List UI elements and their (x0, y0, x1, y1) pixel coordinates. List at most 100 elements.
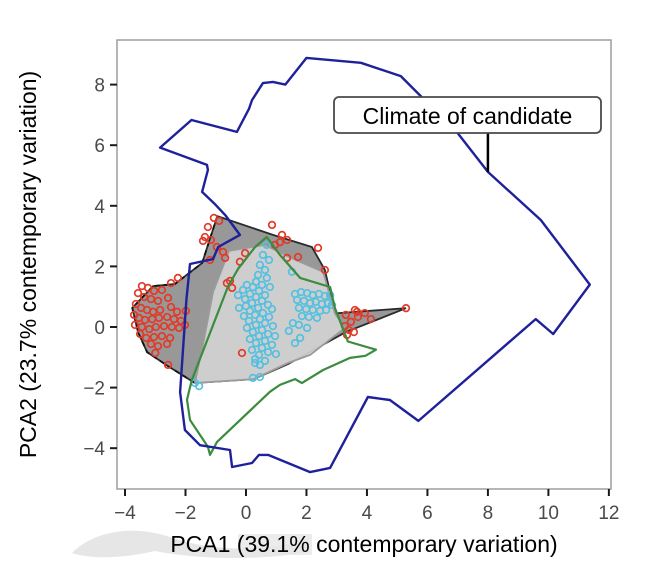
x-tick-label: 4 (362, 503, 373, 524)
red-point-marker (267, 220, 277, 230)
red-point-marker (237, 348, 247, 358)
cyan-point-marker (255, 260, 265, 270)
y-tick-label: −4 (83, 439, 105, 460)
cyan-point-marker (247, 345, 257, 355)
green-hull (185, 235, 378, 456)
red-point-marker (346, 317, 356, 326)
plot-panel-border (116, 39, 612, 490)
red-point-marker (349, 327, 359, 337)
red-point-marker (154, 313, 164, 323)
red-point-marker (206, 235, 216, 245)
cyan-point-marker (294, 303, 304, 313)
cyan-point-marker (248, 373, 258, 383)
red-point-marker (163, 360, 173, 370)
red-point-marker (149, 332, 159, 342)
cyan-point-marker (260, 265, 270, 275)
cyan-point-marker (255, 360, 265, 370)
cyan-point-marker (194, 381, 204, 391)
x-tick-label: −2 (175, 503, 197, 524)
red-point-marker (350, 305, 360, 315)
red-point-marker (320, 265, 330, 275)
red-point-marker (157, 285, 167, 295)
red-point-marker (277, 230, 287, 240)
x-tick-label: 6 (422, 503, 433, 524)
red-point-marker (166, 302, 176, 312)
cyan-point-marker (262, 273, 271, 283)
cyan-point-marker (260, 356, 270, 366)
red-point-marker (149, 286, 159, 296)
y-tick-label: 0 (94, 318, 105, 339)
cyan-point-marker (260, 336, 270, 346)
cyan-point-marker (290, 338, 300, 348)
cyan-point-marker (263, 329, 273, 339)
cyan-point-marker (245, 334, 255, 344)
red-point-marker (146, 339, 156, 349)
red-point-marker (366, 314, 376, 324)
cyan-point-marker (234, 303, 244, 313)
red-point-marker (293, 252, 303, 262)
red-point-marker (313, 243, 323, 253)
y-tick-label: 2 (94, 257, 105, 278)
cyan-point-marker (284, 326, 294, 336)
red-point-marker (157, 331, 167, 341)
cyan-point-marker (302, 323, 312, 333)
red-point-marker (166, 278, 176, 288)
cyan-point-marker (254, 331, 264, 341)
red-point-marker (153, 341, 163, 351)
red-point-marker (130, 320, 140, 330)
dark-hull-dashed-edge (131, 215, 219, 384)
cyan-point-marker (257, 296, 267, 306)
cyan-point-marker (242, 323, 252, 333)
cyan-point-marker (248, 327, 258, 337)
red-point-marker (214, 216, 224, 226)
red-point-marker (282, 235, 292, 245)
cyan-point-marker (263, 347, 273, 357)
cyan-point-marker (251, 320, 261, 330)
y-axis-title: PCA2 (23.7% contemporary variation) (15, 71, 41, 458)
cyan-point-marker (245, 306, 255, 316)
x-tick-label: −4 (114, 503, 136, 524)
cyan-point-marker (250, 358, 260, 368)
red-point-marker (163, 293, 173, 303)
cyan-point-marker (267, 340, 277, 350)
x-tick-label: 8 (483, 503, 494, 524)
red-point-marker (131, 299, 141, 309)
y-tick-label: 4 (94, 197, 105, 218)
cyan-point-marker (264, 255, 274, 265)
y-tick-label: −2 (83, 379, 105, 400)
red-point-marker (401, 304, 411, 313)
red-point-marker (151, 322, 161, 332)
cyan-point-marker (270, 331, 280, 341)
red-point-marker (353, 312, 363, 322)
cyan-point-marker (257, 343, 267, 353)
red-point-marker (151, 348, 160, 358)
cyan-point-marker (253, 303, 263, 313)
red-point-marker (153, 296, 163, 306)
cyan-point-marker (294, 320, 304, 330)
cyan-point-marker (312, 313, 322, 323)
cyan-point-marker (265, 282, 275, 292)
cyan-point-marker (258, 250, 268, 260)
red-point-marker (220, 253, 230, 263)
cyan-point-marker (267, 304, 277, 314)
red-point-marker (227, 283, 237, 293)
cyan-point-marker (321, 305, 331, 315)
x-tick-label: 10 (538, 503, 559, 524)
x-tick-label: 2 (301, 503, 312, 524)
red-point-marker (159, 321, 169, 331)
cyan-point-marker (251, 338, 261, 348)
red-point-marker (162, 312, 172, 322)
red-point-marker (133, 288, 143, 298)
red-point-marker (142, 333, 151, 343)
climate-of-candidate-hull (158, 56, 591, 474)
cyan-point-marker (253, 270, 263, 280)
cyan-point-marker (248, 282, 258, 292)
annotation-box (333, 96, 602, 134)
watermark-band (238, 534, 312, 555)
cyan-point-marker (268, 321, 278, 331)
red-point-marker (203, 222, 213, 232)
cyan-point-marker (304, 312, 314, 322)
x-axis-title: PCA1 (39.1% contemporary variation) (170, 531, 557, 557)
